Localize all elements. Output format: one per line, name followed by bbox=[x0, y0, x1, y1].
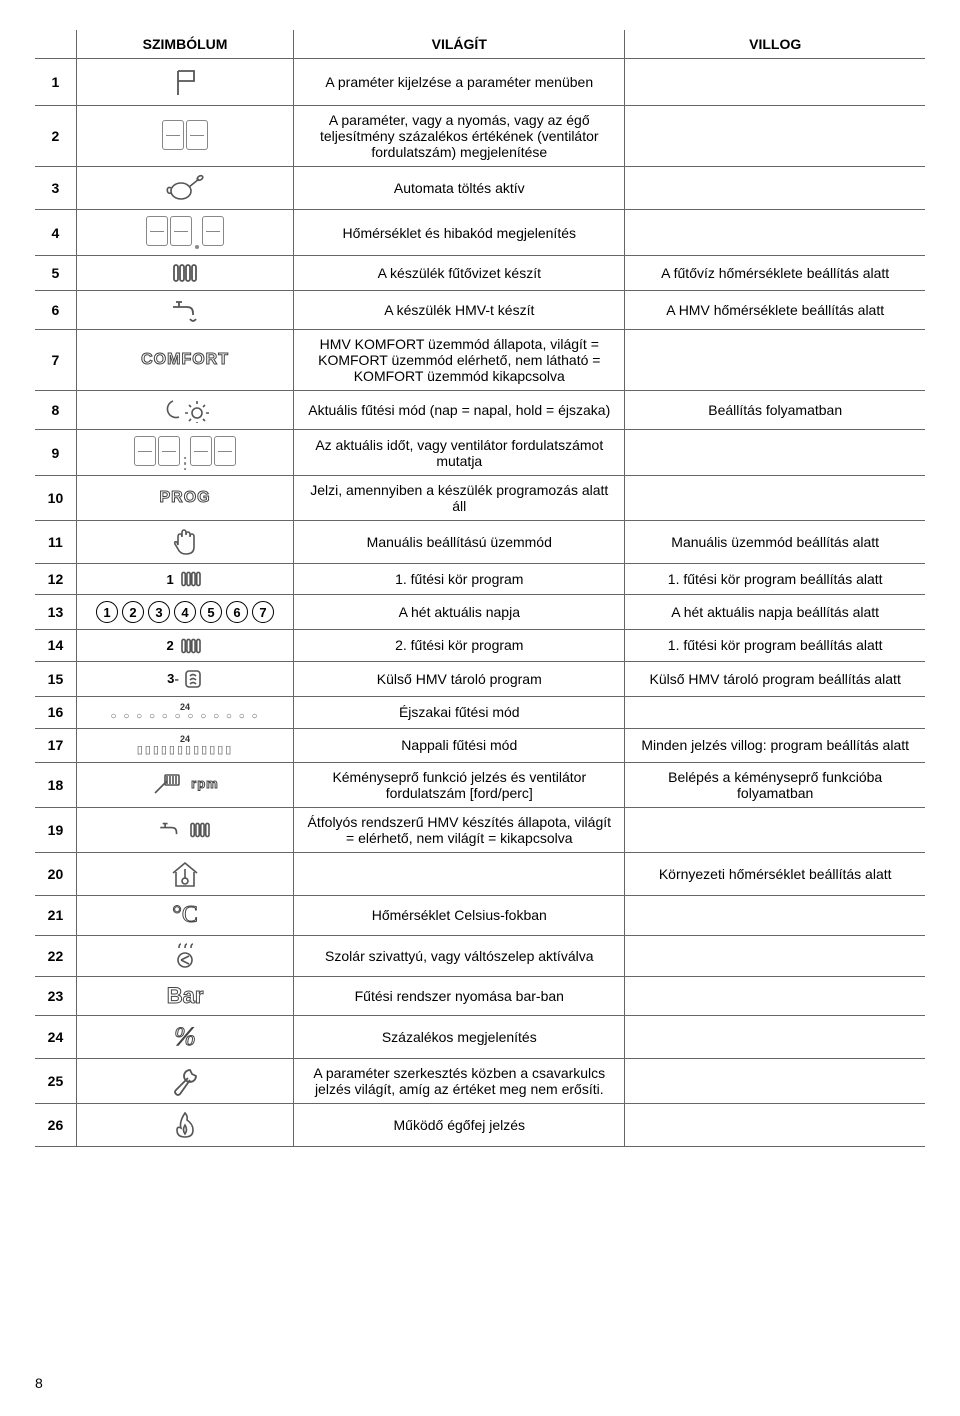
header-row: SZIMBÓLUM VILÁGÍT VILLOG bbox=[35, 30, 925, 59]
tap-icon bbox=[157, 819, 183, 841]
solar-pump-icon bbox=[169, 942, 201, 970]
tank-icon bbox=[183, 668, 203, 690]
celsius-icon: °C bbox=[172, 902, 198, 928]
table-row: 19 Átfolyós rendszerű HMV készítés állap… bbox=[35, 807, 925, 852]
night-clock-icon: 24 ○ ○ ○ ○ ○ ○ ○ ○ ○ ○ ○ ○ bbox=[85, 703, 285, 722]
table-row: 16 24 ○ ○ ○ ○ ○ ○ ○ ○ ○ ○ ○ ○ Éjszakai f… bbox=[35, 696, 925, 728]
house-thermometer-icon bbox=[169, 859, 201, 889]
header-lit: VILÁGÍT bbox=[294, 30, 625, 59]
radiator-icon bbox=[170, 262, 200, 284]
wrench-icon bbox=[170, 1066, 200, 1096]
table-row: 15 3- Külső HMV tároló program Külső HMV… bbox=[35, 661, 925, 696]
table-row: 18 rpm Kéményseprő funkció jelzés és ven… bbox=[35, 762, 925, 807]
prog-label-icon: PROG bbox=[159, 489, 210, 506]
table-row: 3 Automata töltés aktív bbox=[35, 167, 925, 210]
header-blink: VILLOG bbox=[625, 30, 925, 59]
table-row: 25 A paraméter szerkesztés közben a csav… bbox=[35, 1058, 925, 1103]
percent-icon: % bbox=[174, 1022, 196, 1051]
table-row: 5 A készülék fűtővizet készít A fűtővíz … bbox=[35, 256, 925, 291]
table-row: 17 24 ▯▯▯▯▯▯▯▯▯▯▯▯ Nappali fűtési mód Mi… bbox=[35, 728, 925, 762]
table-row: 22 Szolár szivattyú, vagy váltószelep ak… bbox=[35, 935, 925, 976]
brush-icon bbox=[151, 773, 183, 797]
table-row: 12 1 1. fűtési kör program 1. fűtési kör… bbox=[35, 564, 925, 595]
three-digit-decimal-icon bbox=[145, 233, 225, 249]
hand-icon bbox=[170, 527, 200, 557]
flame-icon bbox=[173, 1110, 197, 1140]
circuit-1-icon: 1 bbox=[166, 570, 203, 586]
radiator-icon bbox=[187, 821, 213, 839]
header-symbol: SZIMBÓLUM bbox=[76, 30, 293, 59]
table-row: 2 A paraméter, vagy a nyomás, vagy az ég… bbox=[35, 106, 925, 167]
table-row: 20 Környezeti hőmérséklet beállítás alat… bbox=[35, 852, 925, 895]
circuit-2-icon: 2 bbox=[166, 636, 203, 652]
radiator-icon bbox=[178, 570, 204, 588]
table-row: 11 Manuális beállítású üzemmód Manuális … bbox=[35, 521, 925, 564]
table-row: 23 Bar Fűtési rendszer nyomása bar-ban bbox=[35, 976, 925, 1015]
chimney-rpm-icon: rpm bbox=[151, 775, 218, 791]
watering-can-icon bbox=[163, 173, 207, 203]
table-row: 10 PROG Jelzi, amennyiben a készülék pro… bbox=[35, 476, 925, 521]
page-number: 8 bbox=[35, 1375, 43, 1391]
flag-icon bbox=[168, 65, 202, 99]
table-row: 6 A készülék HMV-t készít A HMV hőmérsék… bbox=[35, 291, 925, 330]
table-row: 8 Aktuális fűtési mód (nap = napal, hold… bbox=[35, 391, 925, 430]
time-digits-icon: :: bbox=[133, 453, 238, 469]
table-row: 24 % Százalékos megjelenítés bbox=[35, 1015, 925, 1058]
bar-label-icon: Bar bbox=[167, 983, 204, 1008]
table-row: 9 :: Az aktuális időt, vagy ventilátor f… bbox=[35, 430, 925, 476]
symbol-table: SZIMBÓLUM VILÁGÍT VILLOG 1 A praméter ki… bbox=[35, 30, 925, 1147]
two-digit-icon bbox=[161, 137, 209, 153]
table-row: 26 Működő égőfej jelzés bbox=[35, 1103, 925, 1146]
weekday-circles-icon: 1 2 3 4 5 6 7 bbox=[96, 601, 274, 623]
comfort-label-icon: COMFORT bbox=[141, 351, 229, 368]
tap-radiator-icon bbox=[157, 820, 213, 836]
day-clock-icon: 24 ▯▯▯▯▯▯▯▯▯▯▯▯ bbox=[85, 735, 285, 756]
circuit-3-tank-icon: 3- bbox=[167, 669, 203, 685]
table-row: 21 °C Hőmérséklet Celsius-fokban bbox=[35, 895, 925, 935]
tap-icon bbox=[169, 297, 201, 323]
table-row: 7 COMFORT HMV KOMFORT üzemmód állapota, … bbox=[35, 330, 925, 391]
radiator-icon bbox=[178, 637, 204, 655]
moon-sun-icon bbox=[161, 397, 209, 423]
table-row: 4 Hőmérséklet és hibakód megjelenítés bbox=[35, 210, 925, 256]
table-row: 13 1 2 3 4 5 6 7 A hét aktuális napja A … bbox=[35, 595, 925, 630]
table-row: 14 2 2. fűtési kör program 1. fűtési kör… bbox=[35, 630, 925, 661]
table-row: 1 A praméter kijelzése a paraméter menüb… bbox=[35, 59, 925, 106]
